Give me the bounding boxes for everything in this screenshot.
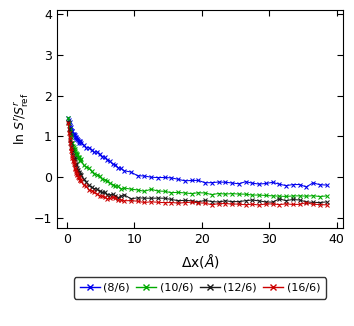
X-axis label: $\Delta$x($\AA$): $\Delta$x($\AA$) [181,252,219,270]
Y-axis label: ln $S^r\!/S^r_{\rm ref}$: ln $S^r\!/S^r_{\rm ref}$ [12,93,31,145]
Legend: (8/6), (10/6), (12/6), (16/6): (8/6), (10/6), (12/6), (16/6) [74,277,326,299]
